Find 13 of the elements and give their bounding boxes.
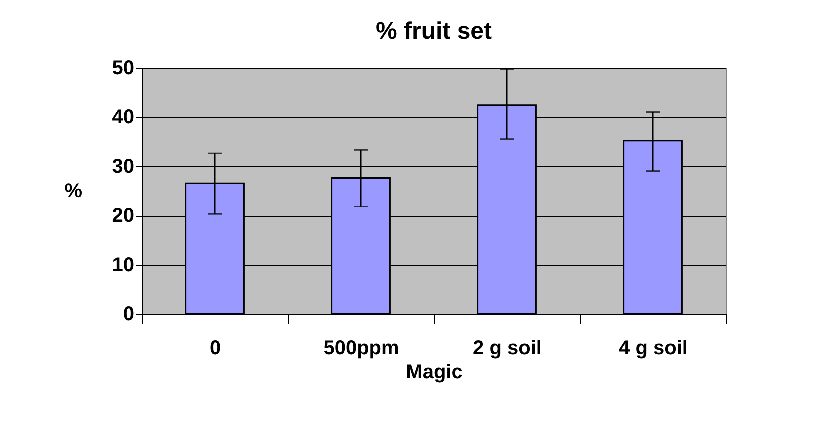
x-tick-label: 4 g soil [619,338,688,360]
y-tick-label: 30 [112,156,134,178]
chart-title: % fruit set [376,18,492,45]
x-axis-title: Magic [406,362,463,384]
y-tick-label: 50 [112,58,134,80]
y-tick-label: 40 [112,106,134,129]
y-tick-label: 0 [123,304,134,326]
x-tick-label: 0 [210,338,222,360]
x-tick-label: 2 g soil [473,338,542,360]
x-tick-label: 500ppm [324,338,400,360]
y-tick-label: 20 [112,205,134,228]
y-tick-label: 10 [112,254,134,276]
y-axis-title: % [64,180,83,202]
